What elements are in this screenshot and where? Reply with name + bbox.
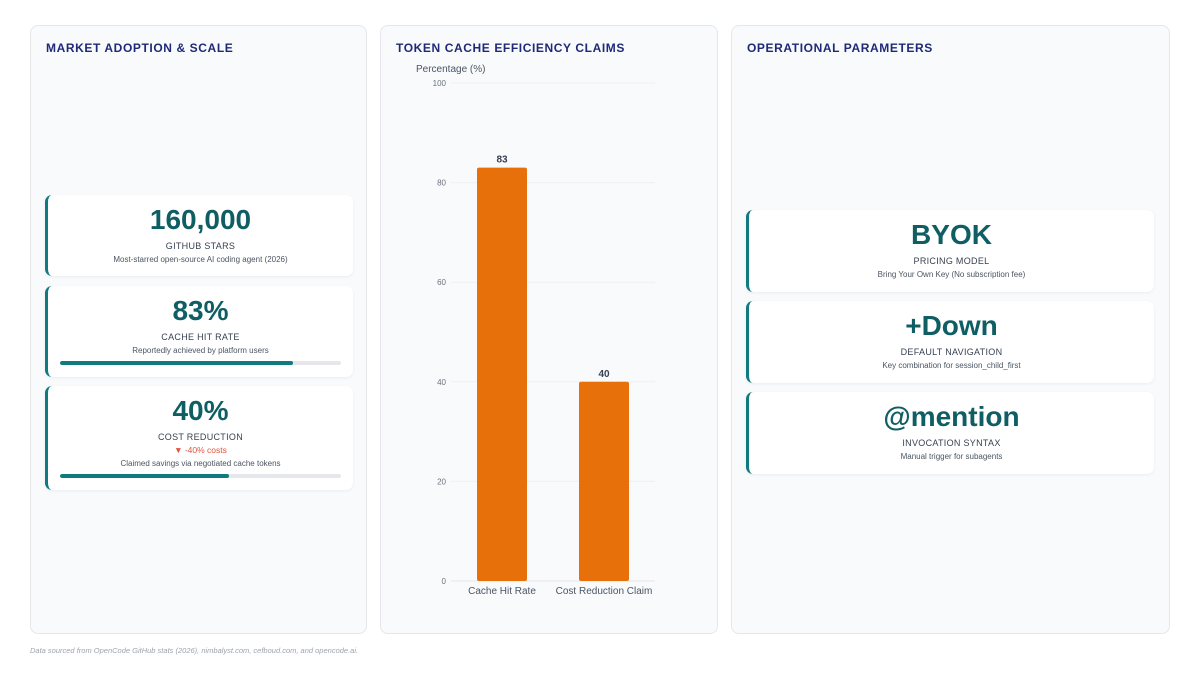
default-navigation-value: +Down xyxy=(905,310,998,341)
cost-reduction-progress-fill xyxy=(60,474,229,478)
cost-reduction-card: 40% COST REDUCTION ▼ -40% costs Claimed … xyxy=(45,386,353,490)
cache-hit-desc: Reportedly achieved by platform users xyxy=(132,346,269,355)
cache-hit-label: CACHE HIT RATE xyxy=(161,332,240,342)
default-navigation-desc: Key combination for session_child_first xyxy=(882,361,1021,370)
x-tick-label: Cache Hit Rate xyxy=(468,586,536,597)
x-tick-label: Cost Reduction Claim xyxy=(556,586,653,597)
cache-hit-card: 83% CACHE HIT RATE Reportedly achieved b… xyxy=(45,286,353,377)
invocation-syntax-value: @mention xyxy=(883,401,1020,432)
cache-hit-value: 83% xyxy=(172,295,229,326)
github-stars-value: 160,000 xyxy=(149,204,252,235)
default-navigation-card: +Down DEFAULT NAVIGATION Key combination… xyxy=(746,301,1154,383)
bar-chart: Percentage (%) 0 20 40 60 80 100 83 Cache Hit Ra… xyxy=(416,64,655,597)
y-tick-label: 20 xyxy=(437,477,446,486)
y-tick-label: 0 xyxy=(442,577,447,586)
bar-value-label: 83 xyxy=(496,155,508,166)
pricing-model-value: BYOK xyxy=(911,219,992,250)
adoption-panel: MARKET ADOPTION & SCALE 160,000 GITHUB S… xyxy=(30,25,367,634)
cache-hit-progress-fill xyxy=(60,361,294,365)
operational-panel: OPERATIONAL PARAMETERS BYOK PRICING MODE… xyxy=(731,25,1170,634)
y-tick-label: 60 xyxy=(437,278,446,287)
y-tick-label: 40 xyxy=(437,378,446,387)
bar-value-label: 40 xyxy=(598,369,610,380)
invocation-syntax-card: @mention INVOCATION SYNTAX Manual trigge… xyxy=(746,392,1154,474)
bar xyxy=(477,167,527,581)
default-navigation-label: DEFAULT NAVIGATION xyxy=(900,347,1003,357)
cache-hit-progress xyxy=(60,361,341,365)
bar xyxy=(579,381,629,581)
adoption-panel-title: MARKET ADOPTION & SCALE xyxy=(46,41,234,55)
github-stars-desc: Most-starred open-source AI coding agent… xyxy=(113,255,288,264)
pricing-model-card: BYOK PRICING MODEL Bring Your Own Key (N… xyxy=(746,210,1154,292)
invocation-syntax-desc: Manual trigger for subagents xyxy=(900,452,1003,461)
cost-reduction-value: 40% xyxy=(172,395,229,426)
pricing-model-desc: Bring Your Own Key (No subscription fee) xyxy=(877,270,1026,279)
y-tick-label: 80 xyxy=(437,179,446,188)
y-axis-label: Percentage (%) xyxy=(416,64,485,75)
cost-reduction-desc: Claimed savings via negotiated cache tok… xyxy=(120,459,281,468)
chart-panel: TOKEN CACHE EFFICIENCY CLAIMS Percentage… xyxy=(380,25,718,634)
operational-panel-title: OPERATIONAL PARAMETERS xyxy=(747,41,933,55)
github-stars-card: 160,000 GITHUB STARS Most-starred open-s… xyxy=(45,195,353,276)
chart-panel-title: TOKEN CACHE EFFICIENCY CLAIMS xyxy=(396,41,625,55)
footer-source-note: Data sourced from OpenCode GitHub stats … xyxy=(30,646,359,655)
pricing-model-label: PRICING MODEL xyxy=(913,256,990,266)
cost-reduction-trend: ▼ -40% costs xyxy=(174,445,227,455)
y-tick-label: 100 xyxy=(433,79,447,88)
github-stars-label: GITHUB STARS xyxy=(165,241,236,251)
cost-reduction-label: COST REDUCTION xyxy=(157,432,244,442)
invocation-syntax-label: INVOCATION SYNTAX xyxy=(902,438,1001,448)
cost-reduction-progress xyxy=(60,474,341,478)
